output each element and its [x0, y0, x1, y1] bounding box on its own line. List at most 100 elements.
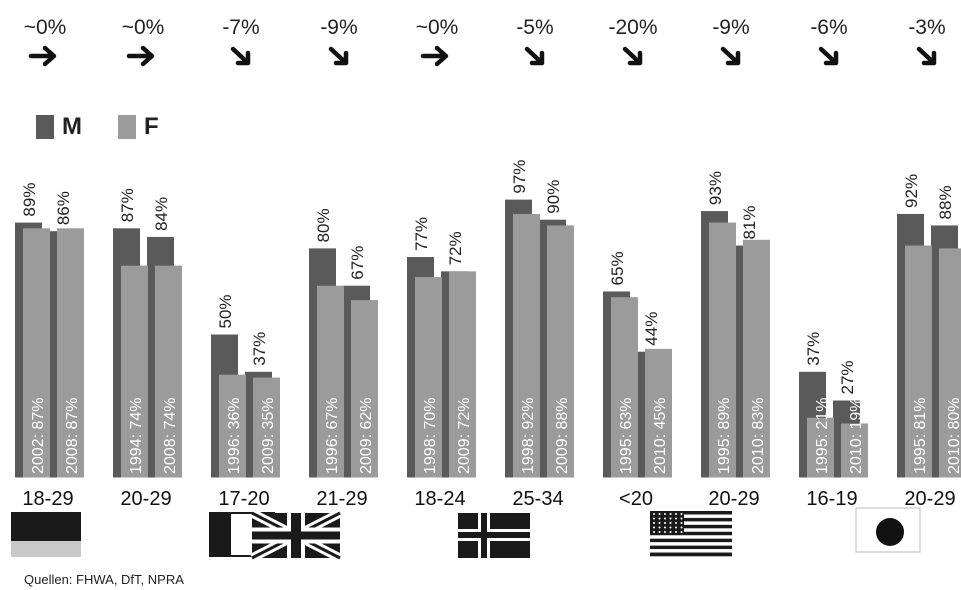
value-label-m-year2: 67% [348, 246, 367, 280]
change-label: -9% [712, 16, 749, 39]
trend-arrow-down-icon [230, 46, 251, 66]
trend-arrow-down-icon [524, 46, 545, 66]
trend-arrow-down-icon [720, 46, 741, 66]
flag-star [669, 513, 672, 515]
flag-stripe [650, 511, 732, 515]
bar-f-year1 [709, 222, 736, 478]
value-label-m-year2: 90% [544, 180, 563, 214]
flag-star [653, 513, 655, 515]
bar-f-year2 [449, 271, 476, 478]
flag-star [669, 531, 672, 533]
flag-stripe [650, 538, 732, 543]
flag-star [669, 526, 672, 529]
category-label: 16-19 [806, 488, 857, 510]
bar-f-year1 [23, 228, 50, 478]
year-label-year1: 1995: 63% [618, 397, 635, 474]
value-label-m-year1: 92% [902, 174, 921, 208]
trend-arrow-down-icon [622, 46, 643, 66]
bar-f-year1 [513, 213, 540, 478]
flag-stripe [650, 514, 732, 519]
change-label: -20% [608, 16, 657, 39]
trend-arrow-flat-icon [28, 45, 57, 67]
category-label: <20 [619, 488, 653, 510]
flag-star [680, 513, 683, 515]
change-label: ~0% [122, 16, 165, 39]
year-label-year1: 1996: 67% [324, 397, 341, 474]
flag-star [664, 522, 666, 524]
flag-stripe [650, 521, 732, 526]
flag-star [653, 522, 655, 524]
legend-f-label: F [144, 113, 159, 140]
year-label-year2: 2008: 74% [162, 397, 179, 474]
flag-star [653, 531, 655, 533]
bar-f-year1 [317, 285, 344, 478]
year-label-year2: 2010: 45% [652, 397, 669, 474]
bar-f-year1 [611, 297, 638, 478]
bar-f-year2 [645, 348, 672, 478]
year-label-year2: 2009: 88% [554, 397, 571, 474]
flag-stripe [650, 545, 732, 550]
flag-star [675, 522, 677, 524]
flag-stripe [650, 517, 732, 522]
change-label: ~0% [24, 16, 67, 39]
year-label-year1: 2002: 87% [30, 397, 47, 474]
trend-arrow-down-icon [328, 46, 349, 66]
year-label-year2: 2009: 62% [358, 397, 375, 474]
trend-arrow-down-icon [818, 46, 839, 66]
value-label-m-year1: 89% [20, 183, 39, 217]
value-label-m-year2: 86% [54, 191, 73, 225]
bar-f-year2 [743, 239, 770, 478]
bar-f-year1 [905, 245, 932, 478]
flag-stripe [650, 542, 732, 546]
value-label-m-year1: 97% [510, 160, 529, 194]
flag-stripe [650, 524, 732, 529]
value-label-m-year2: 72% [446, 231, 465, 265]
flag-star [675, 513, 677, 515]
flag-tricolor-middle [231, 514, 253, 555]
flag-star [675, 517, 677, 520]
change-label: -6% [810, 16, 847, 39]
value-label-m-year1: 65% [608, 251, 627, 285]
year-label-year2: 2009: 35% [260, 397, 277, 474]
flag-star [669, 517, 672, 520]
bar-f-year2 [939, 248, 961, 478]
year-label-year2: 2009: 72% [456, 397, 473, 474]
legend-m-swatch [36, 115, 54, 139]
year-label-year1: 1994: 74% [128, 397, 145, 474]
flag-star [680, 526, 683, 529]
flag-star [680, 517, 683, 520]
flag-nordic-h-inner [458, 532, 530, 538]
change-label: ~0% [416, 16, 459, 39]
trend-arrow-down-icon [916, 46, 937, 66]
flag-star [680, 531, 683, 533]
trend-arrow-flat-icon [126, 45, 155, 67]
year-label-year1: 1998: 70% [422, 397, 439, 474]
flag-star [664, 531, 666, 533]
bar-f-year2 [57, 228, 84, 478]
legend-m-label: M [62, 113, 82, 140]
value-label-m-year1: 37% [804, 332, 823, 366]
category-label: 20-29 [120, 488, 171, 510]
flag-star [658, 513, 661, 515]
flag-star [664, 513, 666, 515]
value-label-m-year1: 80% [314, 208, 333, 242]
flag-star [675, 526, 677, 529]
category-label: 17-20 [218, 488, 269, 510]
value-label-m-year2: 84% [152, 197, 171, 231]
value-label-m-year2: 44% [642, 312, 661, 346]
legend-m: M [36, 112, 82, 142]
change-label: -7% [222, 16, 259, 39]
year-label-year2: 2008: 87% [64, 397, 81, 474]
trend-arrow-flat-icon [420, 45, 449, 67]
bar-f-year2 [547, 225, 574, 478]
flag-star [675, 531, 677, 533]
bar-f-year1 [807, 417, 834, 478]
change-label: -5% [516, 16, 553, 39]
category-label: 18-24 [414, 488, 465, 510]
value-label-m-year1: 87% [118, 188, 137, 222]
value-label-m-year2: 27% [838, 360, 857, 394]
category-label: 20-29 [904, 488, 955, 510]
flag-stripe [650, 552, 732, 557]
flag-stripe [650, 531, 732, 536]
flag-canton [650, 511, 684, 535]
